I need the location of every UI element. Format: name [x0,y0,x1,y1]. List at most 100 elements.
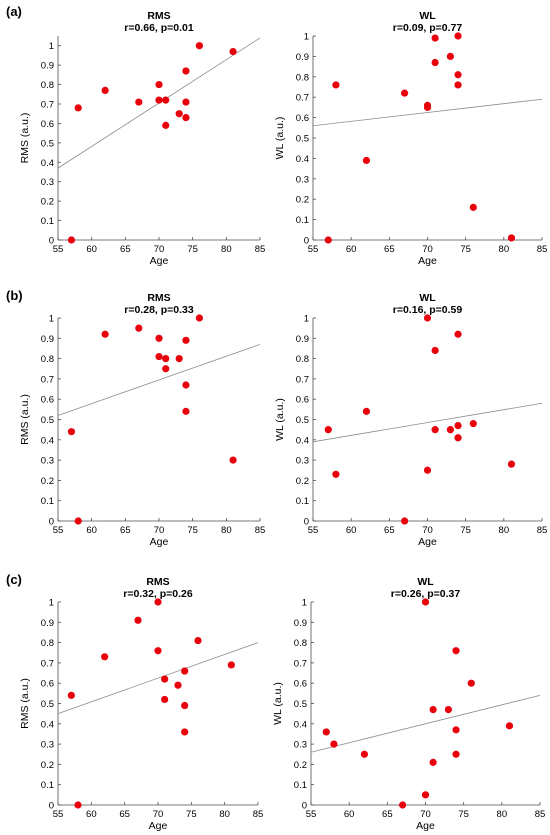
y-tick-label: 0.8 [41,354,54,365]
chart-title: RMS [146,576,169,588]
y-tick-label: 1 [49,314,54,325]
data-point [332,470,340,478]
y-tick-label: 0.7 [296,374,309,385]
chart-title: WL [417,576,434,588]
y-tick-label: 0.6 [296,113,309,124]
data-point [162,96,170,104]
data-point [324,426,332,434]
data-point [182,67,190,75]
x-axis-label: Age [150,536,169,548]
y-tick-label: 0.9 [41,61,54,72]
y-tick-label: 0.4 [41,158,54,169]
y-tick-label: 0.2 [296,195,309,206]
y-tick-label: 0.7 [41,100,54,111]
y-tick-label: 0.8 [41,638,54,649]
data-point [454,71,462,79]
y-tick-label: 0.6 [41,679,54,690]
x-tick-label: 60 [86,809,97,820]
data-point [324,236,332,244]
x-tick-label: 80 [497,809,508,820]
data-point [469,203,477,211]
x-tick-label: 85 [255,244,266,255]
chart-title: RMS [147,10,170,22]
x-axis-label: Age [150,255,169,267]
data-point [154,598,162,606]
data-point [454,330,462,338]
data-point [452,726,460,734]
y-tick-label: 0 [304,236,309,247]
y-tick-label: 0.2 [41,197,54,208]
panel-label-b: (b) [6,288,23,303]
x-tick-label: 55 [308,244,319,255]
y-tick-label: 0.5 [296,415,309,426]
y-tick-label: 0.1 [296,215,309,226]
data-point [446,426,454,434]
data-point [175,355,183,363]
y-tick-label: 0.7 [294,658,307,669]
data-point [423,103,432,111]
x-tick-label: 65 [384,525,395,536]
y-tick-label: 0 [302,801,307,812]
y-tick-label: 0.8 [296,354,309,365]
x-tick-label: 55 [306,809,317,820]
chart-title: WL [419,292,436,304]
x-tick-label: 70 [153,809,164,820]
y-tick-label: 0.2 [296,476,309,487]
data-point [423,314,432,322]
x-tick-label: 85 [537,525,548,536]
y-axis-label: RMS (a.u.) [19,394,31,445]
data-point [421,791,430,799]
x-tick-label: 55 [53,809,64,820]
x-tick-label: 85 [537,244,548,255]
data-point [431,346,439,355]
chart-subtitle: r=0.16, p=0.59 [393,304,463,316]
data-point [362,407,371,415]
y-tick-label: 0.3 [41,740,54,751]
data-point [181,701,189,710]
data-point [332,81,340,89]
y-tick-label: 0.2 [294,760,307,771]
data-point [74,801,82,809]
y-tick-label: 1 [49,598,54,609]
data-point [454,32,462,40]
y-tick-label: 0.6 [296,395,309,406]
x-tick-label: 70 [154,244,165,255]
data-point [155,80,163,89]
data-point [195,314,203,322]
y-tick-label: 0.6 [41,119,54,130]
y-tick-label: 0.1 [294,780,307,791]
regression-line [312,98,543,127]
data-point [195,42,203,50]
data-point [182,98,190,106]
panel-label-c: (c) [6,572,22,587]
y-tick-label: 0.7 [41,374,54,385]
data-point [360,750,369,758]
data-point [229,456,237,464]
data-point [227,661,235,669]
y-tick-label: 0.8 [294,638,307,649]
y-tick-label: 0.8 [41,80,54,91]
y-tick-label: 0.3 [296,174,309,185]
data-point [182,336,190,344]
data-point [67,236,76,244]
data-point [505,722,514,730]
x-tick-label: 85 [253,809,264,820]
y-tick-label: 0.2 [41,476,54,487]
regression-line [312,402,543,443]
x-axis-label: Age [418,255,437,267]
data-point [401,89,409,97]
data-point [229,47,237,56]
data-point [67,428,76,436]
y-tick-label: 1 [304,314,309,325]
data-point [74,104,82,112]
y-tick-label: 0 [304,517,309,528]
data-point [429,758,437,766]
x-tick-label: 60 [86,244,97,255]
x-tick-label: 70 [422,244,433,255]
data-point [444,705,452,714]
